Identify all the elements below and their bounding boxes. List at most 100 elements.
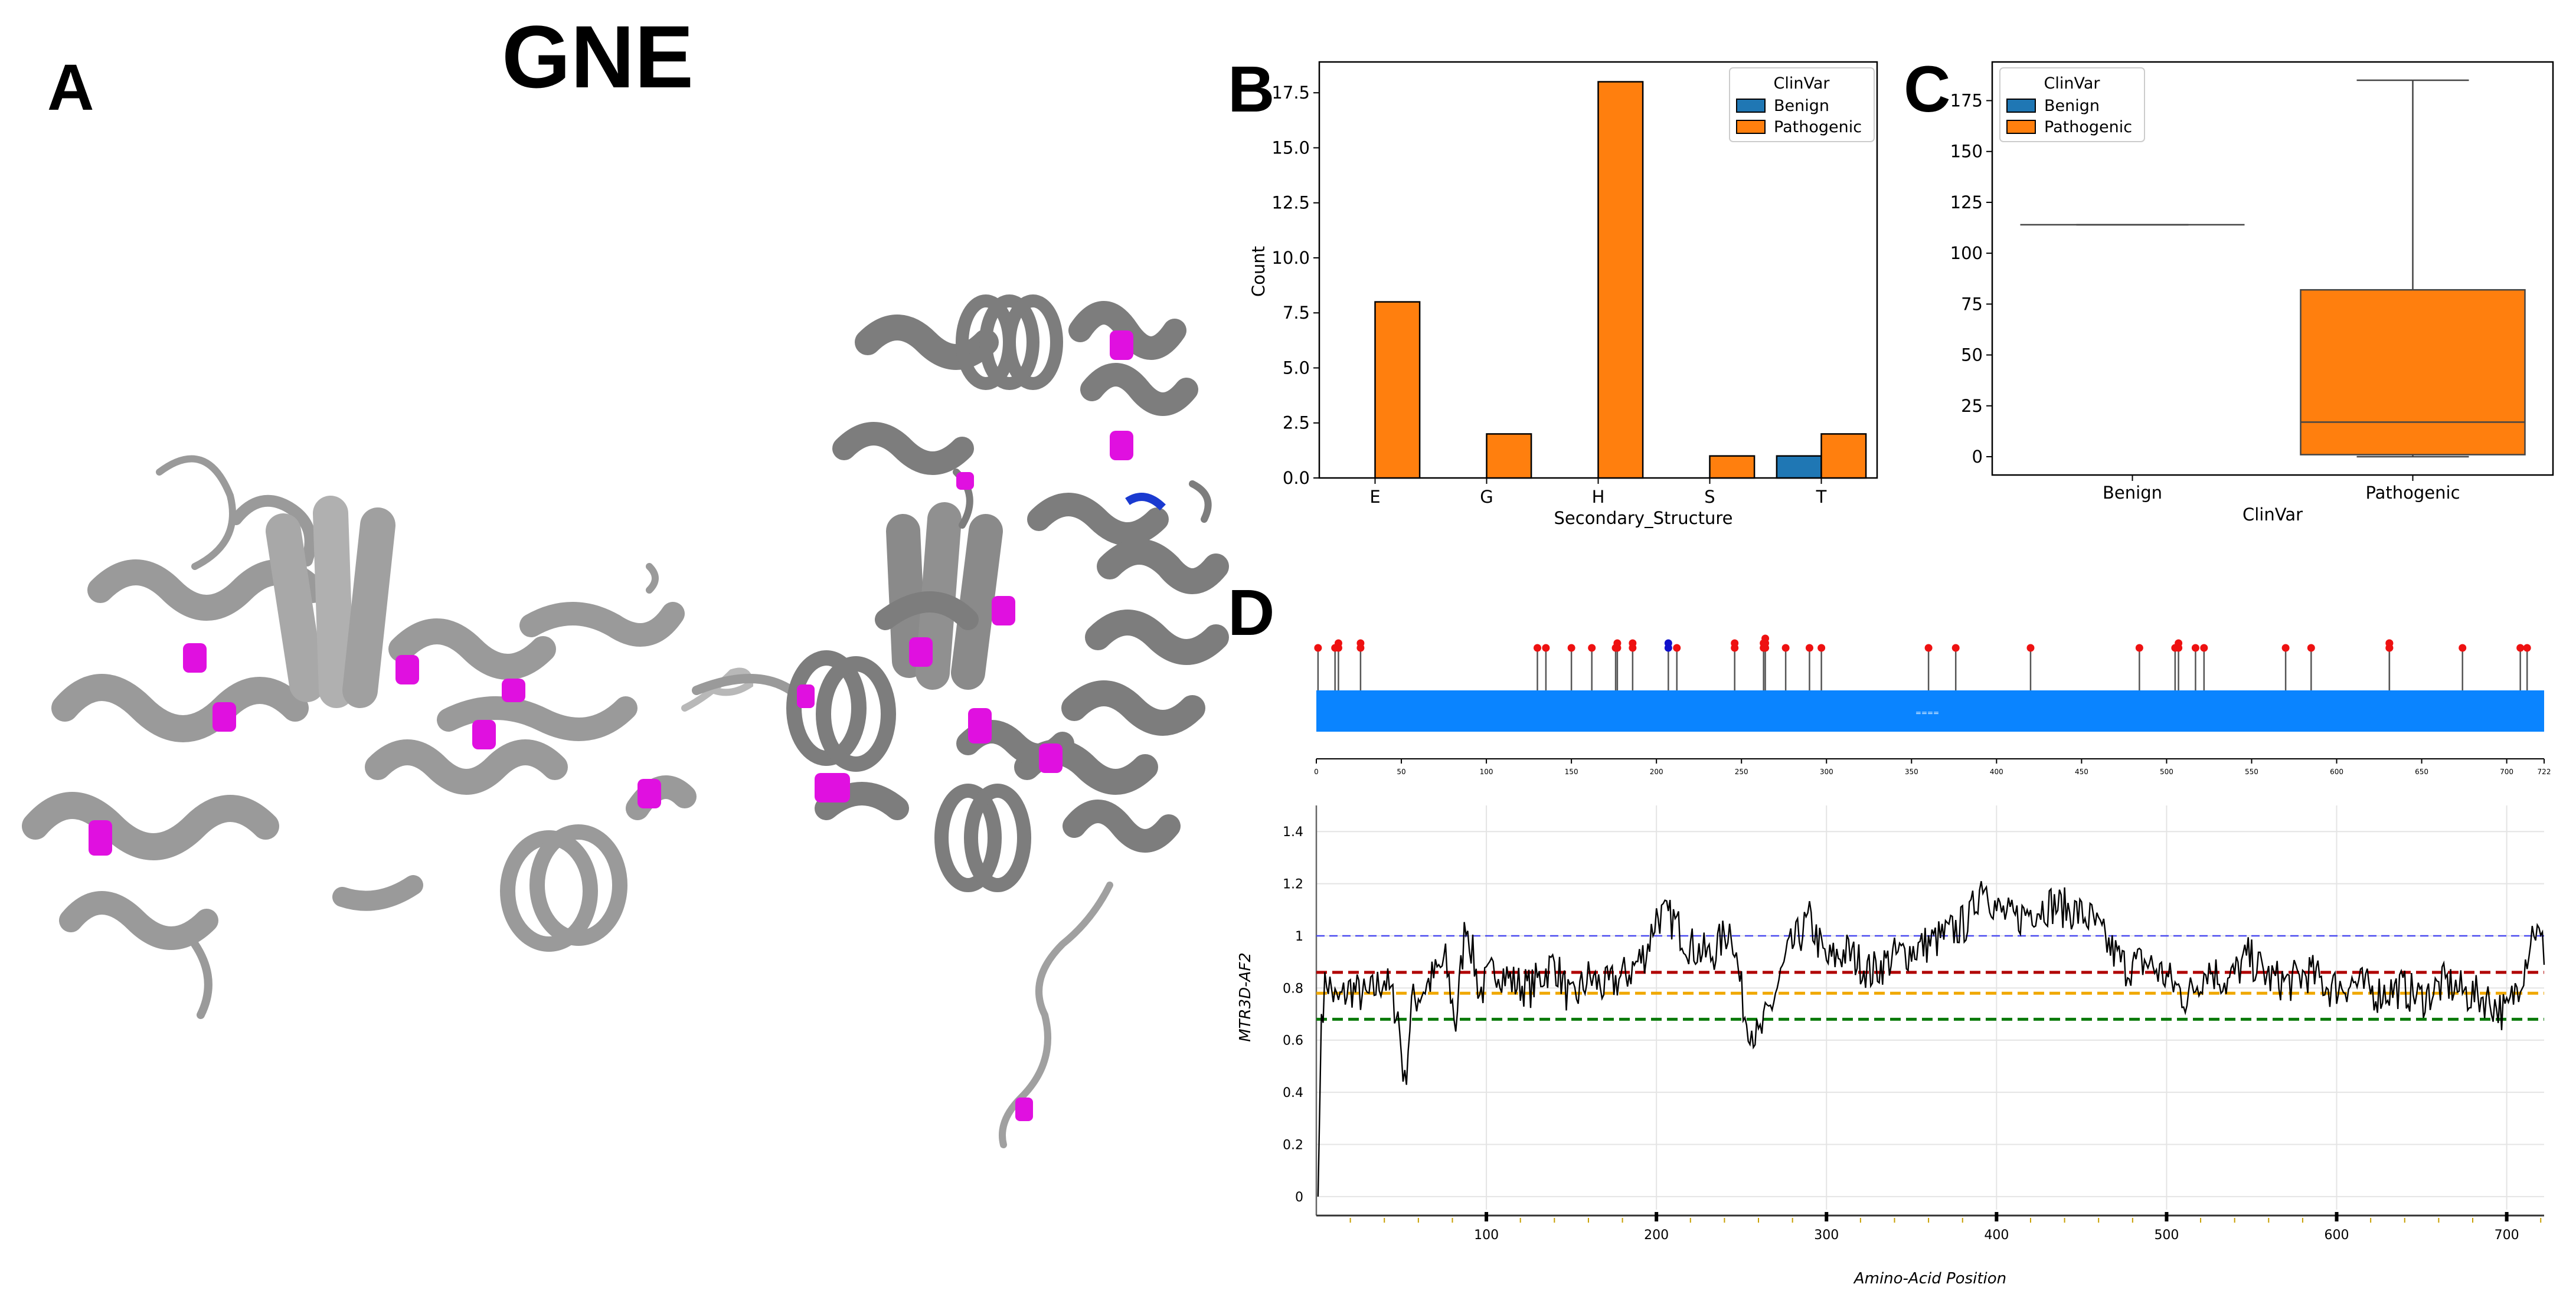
chart-b-legend-benign: Benign [1774, 97, 1829, 115]
panel-label-d: D [1228, 576, 1275, 649]
lollipop-head-pathogenic [1334, 639, 1342, 647]
chart-d-xtick-label: 400 [1984, 1228, 2009, 1243]
lollipop-head-pathogenic [1924, 644, 1933, 652]
chart-d-xtick-label: 100 [1474, 1228, 1499, 1243]
chart-b-xtick-label: G [1480, 487, 1493, 507]
chart-b-ytick-label: 15.0 [1271, 137, 1310, 158]
chart-b-xtick-label: H [1592, 487, 1605, 507]
chart-c-ytick-label: 175 [1950, 91, 1983, 111]
lollipop-head-pathogenic [2307, 644, 2315, 652]
lollipop-xtick-label: 550 [2245, 768, 2258, 776]
lollipop-head-pathogenic [1567, 644, 1575, 652]
chart-d-ytick-label: 1.4 [1283, 825, 1303, 840]
chart-c-xtick-label: Benign [2103, 483, 2162, 503]
chart-c-ytick-label: 150 [1950, 142, 1983, 162]
lollipop-head-pathogenic [2281, 644, 2290, 652]
lollipop-head-benign [1664, 639, 1672, 647]
lollipop-head-pathogenic [1542, 644, 1550, 652]
lollipop-head-pathogenic [2459, 644, 2467, 652]
chart-c-ytick-label: 0 [1972, 447, 1983, 467]
chart-c-xlabel: ClinVar [2242, 505, 2303, 525]
chart-b-ytick-label: 0.0 [1283, 468, 1310, 488]
lollipop-xtick-label: 650 [2415, 768, 2428, 776]
lollipop-head-pathogenic [2516, 644, 2525, 652]
chart-b-ytick-label: 10.0 [1271, 248, 1310, 268]
lollipop-head-pathogenic [1588, 644, 1596, 652]
chart-b: 0.0 2.5 5.0 7.5 10.0 12.5 15.0 17.5 E G H S T Second… [1248, 61, 1878, 528]
bar-pathogenic-E [1374, 301, 1421, 479]
chart-b-ytick-label: 2.5 [1283, 413, 1310, 433]
lollipop-head-pathogenic [1673, 644, 1681, 652]
chart-c-ytick-label: 100 [1950, 243, 1983, 263]
structure-right-domain [692, 294, 1229, 1148]
structure-left-domain [22, 455, 754, 1019]
chart-b-xtick-label: T [1816, 487, 1827, 507]
lollipop-xtick-label: 100 [1480, 768, 1493, 776]
lollipop-head-pathogenic [1805, 644, 1813, 652]
lollipop-head-pathogenic [2191, 644, 2199, 652]
lollipop-xtick-label: 500 [2160, 768, 2173, 776]
chart-b-ytick-label: 17.5 [1271, 83, 1310, 103]
chart-b-legend-pathogenic: Pathogenic [1774, 118, 1862, 136]
chart-c-xtick-label: Pathogenic [2365, 483, 2460, 503]
chart-b-xtick-label: E [1369, 487, 1380, 507]
chart-b-legend: ClinVar Benign Pathogenic [1729, 67, 1875, 142]
lollipop-xtick-label: 150 [1565, 768, 1578, 776]
panel-label-c: C [1904, 53, 1951, 126]
lollipop-xtick-label: 400 [1990, 768, 2003, 776]
lollipop-head-pathogenic [1761, 634, 1770, 643]
chart-b-legend-title: ClinVar [1774, 74, 1830, 93]
chart-d-lollipop: ==== 0 50 100 150 200 250 300 350 400 450 500 550 60… [1314, 634, 2551, 776]
lollipop-head-pathogenic [2026, 644, 2035, 652]
lollipop-xtick-label: 600 [2330, 768, 2343, 776]
lollipop-head-pathogenic [1534, 644, 1542, 652]
chart-d-xtick-label: 700 [2495, 1228, 2519, 1243]
panel-label-a: A [47, 51, 94, 124]
structure-right-highlights [797, 330, 1133, 1121]
chart-d-ytick-label: 0.6 [1283, 1034, 1303, 1049]
chart-d-xtick-label: 300 [1814, 1228, 1839, 1243]
chart-d-ytick-label: 0.8 [1283, 981, 1303, 996]
chart-c-ytick-label: 125 [1950, 192, 1983, 212]
chart-b-ytick-label: 12.5 [1271, 193, 1310, 213]
box-pathogenic [2300, 289, 2526, 456]
lollipop-xtick-label: 0 [1314, 768, 1319, 776]
lollipop-head-pathogenic [1781, 644, 1790, 652]
chart-b-legend-swatch-pathogenic [1736, 120, 1766, 134]
chart-d-ytick-label: 0.2 [1283, 1138, 1303, 1153]
chart-b-xlabel: Secondary_Structure [1554, 508, 1733, 528]
chart-d-xlabel: Amino-Acid Position [1853, 1270, 2006, 1288]
bar-pathogenic-T [1820, 433, 1867, 479]
chart-d-ytick-label: 0.4 [1283, 1086, 1303, 1100]
chart-c-frame [1991, 61, 2554, 476]
structure-left-highlights [89, 643, 661, 856]
chart-d-xtick-label: 500 [2154, 1228, 2179, 1243]
chart-b-legend-swatch-benign [1736, 99, 1766, 113]
protein-domain-bar [1316, 690, 2544, 732]
lollipop-xtick-label: 250 [1735, 768, 1748, 776]
bar-pathogenic-H [1597, 81, 1644, 479]
lollipop-head-pathogenic [2385, 639, 2394, 647]
chart-b-ytick-label: 5.0 [1283, 358, 1310, 378]
lollipop-head-pathogenic [1817, 644, 1826, 652]
chart-c: Benign Pathogenic 0 25 50 75 100 125 150 175 Cli… [1950, 61, 2554, 525]
lollipop-head-pathogenic [1731, 639, 1739, 647]
lollipop-head-pathogenic [2523, 644, 2531, 652]
lollipop-head-pathogenic [2135, 644, 2143, 652]
chart-c-legend-pathogenic: Pathogenic [2044, 118, 2132, 136]
lollipop-head-pathogenic [1629, 639, 1637, 647]
chart-c-legend-swatch-pathogenic [2006, 120, 2036, 134]
chart-d-ylabel: MTR3D-AF2 [1237, 952, 1254, 1042]
chart-d-line: 0 0.2 0.4 0.6 0.8 1 1.2 1.4 100 200 300 400 500 600 70… [1237, 805, 2545, 1288]
protein-domain-label: ==== [1915, 709, 1939, 717]
bar-benign-T [1776, 455, 1822, 479]
chart-d-xtick-label: 600 [2325, 1228, 2349, 1243]
lollipop-xtick-label: 450 [2075, 768, 2088, 776]
chart-c-ytick-label: 25 [1961, 396, 1983, 416]
lollipop-xtick-label: 722 [2538, 768, 2551, 776]
chart-b-ylabel: Count [1248, 246, 1269, 297]
mtr3d-score-line [1317, 881, 2545, 1197]
bar-pathogenic-G [1486, 433, 1532, 479]
chart-c-ytick-label: 75 [1961, 294, 1983, 314]
lollipop-head-pathogenic [2200, 644, 2208, 652]
